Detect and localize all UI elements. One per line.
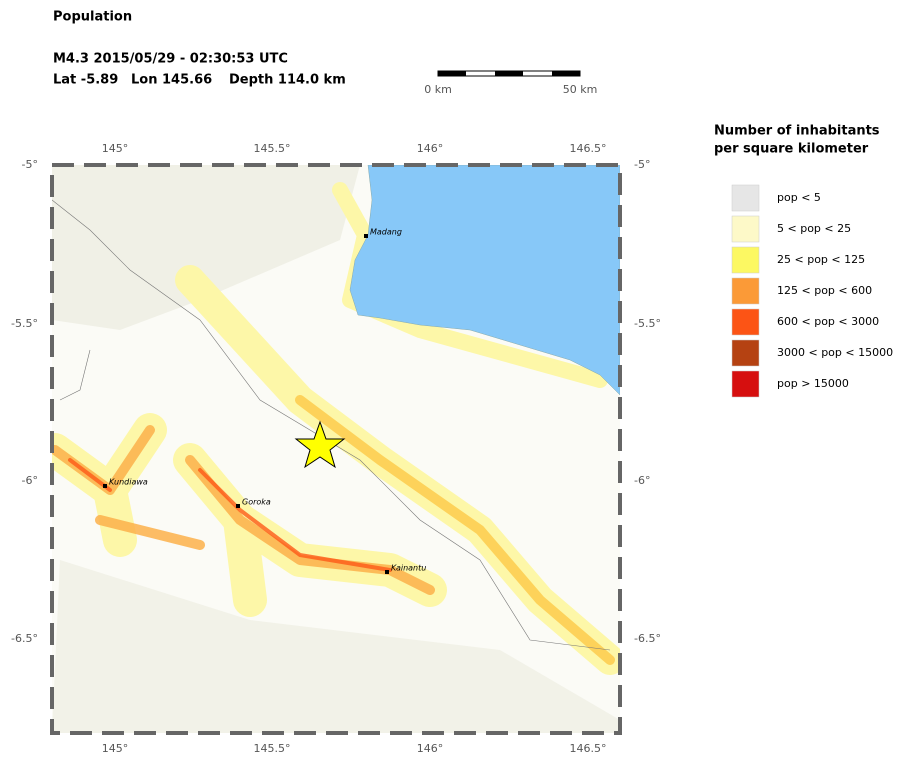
low-pop <box>52 165 360 330</box>
legend-swatch <box>731 184 760 212</box>
legend-label: 5 < pop < 25 <box>777 222 851 235</box>
low-pop <box>52 560 620 733</box>
x-tick-label: 145° <box>102 742 129 755</box>
x-tick-label: 146.5° <box>570 142 607 155</box>
y-tick-label: -5.5° <box>11 317 38 330</box>
legend-swatch <box>731 215 760 243</box>
city-label: Goroka <box>242 498 271 507</box>
event: M4.3 2015/05/29 - 02:30:53 UTC <box>53 52 288 67</box>
y-tick-label: -6.5° <box>11 632 38 645</box>
city-marker <box>364 234 368 238</box>
y-tick-label: -5° <box>634 158 650 171</box>
city-marker <box>103 484 107 488</box>
legend-swatch <box>731 277 760 305</box>
legend-label: 600 < pop < 3000 <box>777 315 879 328</box>
x-tick-label: 145° <box>102 142 129 155</box>
legend-swatch <box>731 246 760 274</box>
legend: Number of inhabitants per square kilomete… <box>714 124 893 398</box>
legend-label: 125 < pop < 600 <box>777 284 872 297</box>
sea <box>349 165 620 396</box>
x-tick-label: 146.5° <box>570 742 607 755</box>
legend-label: 3000 < pop < 15000 <box>777 346 893 359</box>
scale-seg <box>552 71 580 76</box>
city-label: Kainantu <box>391 564 426 573</box>
y-tick-label: -6° <box>22 474 38 487</box>
y-tick-label: -6° <box>634 474 650 487</box>
scale-seg <box>438 71 466 76</box>
title: Population <box>53 10 132 25</box>
y-tick-label: -5° <box>22 158 38 171</box>
legend-title: Number of inhabitants <box>714 124 880 139</box>
pop-band <box>332 182 608 388</box>
map-frame <box>50 163 622 735</box>
city-marker <box>385 570 389 574</box>
pop-band <box>295 395 615 665</box>
y-tick-label: -5.5° <box>634 317 661 330</box>
legend-swatch <box>731 370 760 398</box>
legend-title: per square kilometer <box>714 142 869 157</box>
scale-bar: 0 km 50 km <box>424 70 598 96</box>
legend-swatch <box>731 308 760 336</box>
border <box>52 199 611 651</box>
lat: Lat -5.89 <box>53 73 118 88</box>
x-tick-label: 146° <box>417 742 444 755</box>
epicenter <box>294 420 346 469</box>
x-tick-label: 145.5° <box>254 742 291 755</box>
scale-end: 50 km <box>563 83 598 96</box>
city-label: Madang <box>370 228 402 237</box>
legend-swatch <box>731 339 760 367</box>
x-tick-label: 145.5° <box>254 142 291 155</box>
population <box>52 182 620 675</box>
scale-seg <box>495 71 523 76</box>
legend-label: pop > 15000 <box>777 377 849 390</box>
x-tick-label: 146° <box>417 142 444 155</box>
legend-label: 25 < pop < 125 <box>777 253 865 266</box>
river <box>59 349 91 401</box>
lon: Lon 145.66 <box>131 73 212 88</box>
legend-label: pop < 5 <box>777 191 821 204</box>
city-marker <box>236 504 240 508</box>
map <box>52 165 620 733</box>
y-tick-label: -6.5° <box>634 632 661 645</box>
scale-start: 0 km <box>424 83 452 96</box>
depth: Depth 114.0 km <box>229 73 346 88</box>
city-label: Kundiawa <box>109 478 148 487</box>
